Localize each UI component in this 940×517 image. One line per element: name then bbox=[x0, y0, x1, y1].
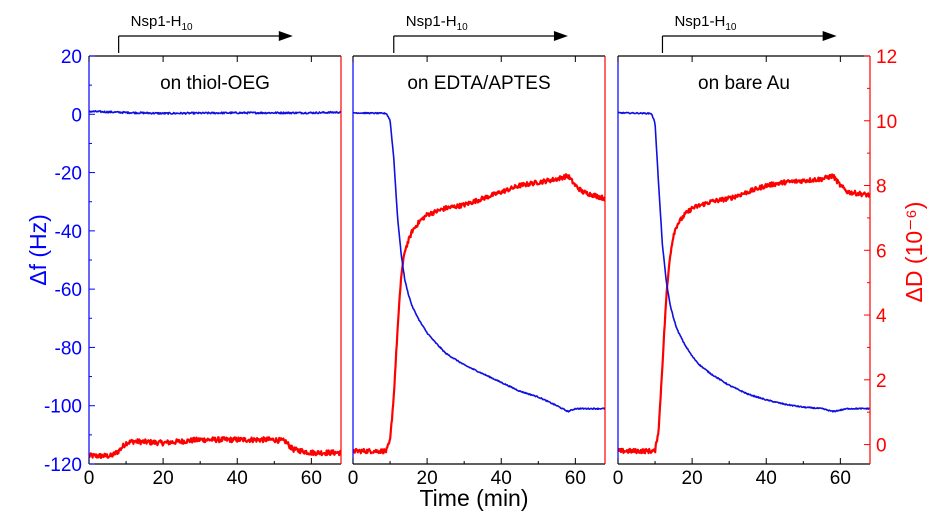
x-tick-label: 0 bbox=[84, 468, 95, 489]
annotation-arrowhead bbox=[553, 31, 568, 41]
x-tick-label: 60 bbox=[830, 468, 851, 489]
right-y-tick-label: 10 bbox=[876, 112, 897, 133]
x-tick-label: 0 bbox=[613, 468, 624, 489]
panel-plot-1 bbox=[89, 109, 341, 460]
x-tick-label: 40 bbox=[756, 468, 777, 489]
left-y-tick-label: -20 bbox=[55, 164, 82, 185]
dissipation-series-2 bbox=[353, 173, 605, 455]
annotation-label: Nsp1-H10 bbox=[674, 13, 736, 33]
frequency-series-2 bbox=[353, 111, 605, 413]
right-y-axis-title: ΔD (10⁻⁶) bbox=[901, 202, 927, 303]
right-y-tick-label: 6 bbox=[876, 241, 887, 262]
frequency-series-3 bbox=[618, 111, 870, 413]
left-y-tick-label: -100 bbox=[44, 397, 82, 418]
left-y-tick-label: 20 bbox=[61, 47, 82, 68]
right-y-tick-label: 0 bbox=[876, 436, 887, 457]
annotation-subscript: 10 bbox=[457, 22, 469, 33]
left-y-axis-title: Δf (Hz) bbox=[25, 214, 51, 286]
x-tick-label: 40 bbox=[227, 468, 248, 489]
x-axis-title: Time (min) bbox=[419, 485, 528, 511]
right-y-tick-label: 4 bbox=[876, 306, 887, 327]
annotation-label: Nsp1-H10 bbox=[406, 13, 468, 33]
left-y-tick-label: -60 bbox=[55, 280, 82, 301]
frame-layer bbox=[88, 55, 871, 465]
left-y-tick-label: -40 bbox=[55, 222, 82, 243]
panel-plot-3 bbox=[618, 111, 870, 455]
frequency-series-1 bbox=[89, 109, 341, 116]
x-tick-label: 20 bbox=[417, 468, 438, 489]
dissipation-series-1 bbox=[89, 436, 341, 460]
x-tick-label: 0 bbox=[348, 468, 359, 489]
left-y-tick-label: -80 bbox=[55, 338, 82, 359]
right-y-tick-label: 8 bbox=[876, 177, 887, 198]
x-tick-label: 60 bbox=[565, 468, 586, 489]
right-y-tick-label: 2 bbox=[876, 371, 887, 392]
right-y-tick-label: 12 bbox=[876, 47, 897, 68]
dissipation-series-3 bbox=[618, 173, 870, 455]
annotation-subscript: 10 bbox=[725, 22, 737, 33]
x-tick-label: 20 bbox=[682, 468, 703, 489]
annotation-subscript: 10 bbox=[182, 22, 194, 33]
x-tick-label: 60 bbox=[301, 468, 322, 489]
left-y-tick-label: 0 bbox=[71, 105, 82, 126]
x-tick-label: 20 bbox=[153, 468, 174, 489]
panel-label-3: on bare Au bbox=[698, 73, 790, 94]
left-y-tick-label: -120 bbox=[44, 455, 82, 476]
annotation-label: Nsp1-H10 bbox=[131, 13, 193, 33]
panel-plot-2 bbox=[353, 111, 605, 455]
annotation-arrowhead bbox=[822, 31, 837, 41]
plot-layer bbox=[89, 109, 870, 460]
panel-label-1: on thiol-OEG bbox=[160, 73, 270, 94]
annotation-arrowhead bbox=[278, 31, 293, 41]
x-tick-label: 40 bbox=[491, 468, 512, 489]
panel-label-2: on EDTA/APTES bbox=[407, 73, 550, 94]
